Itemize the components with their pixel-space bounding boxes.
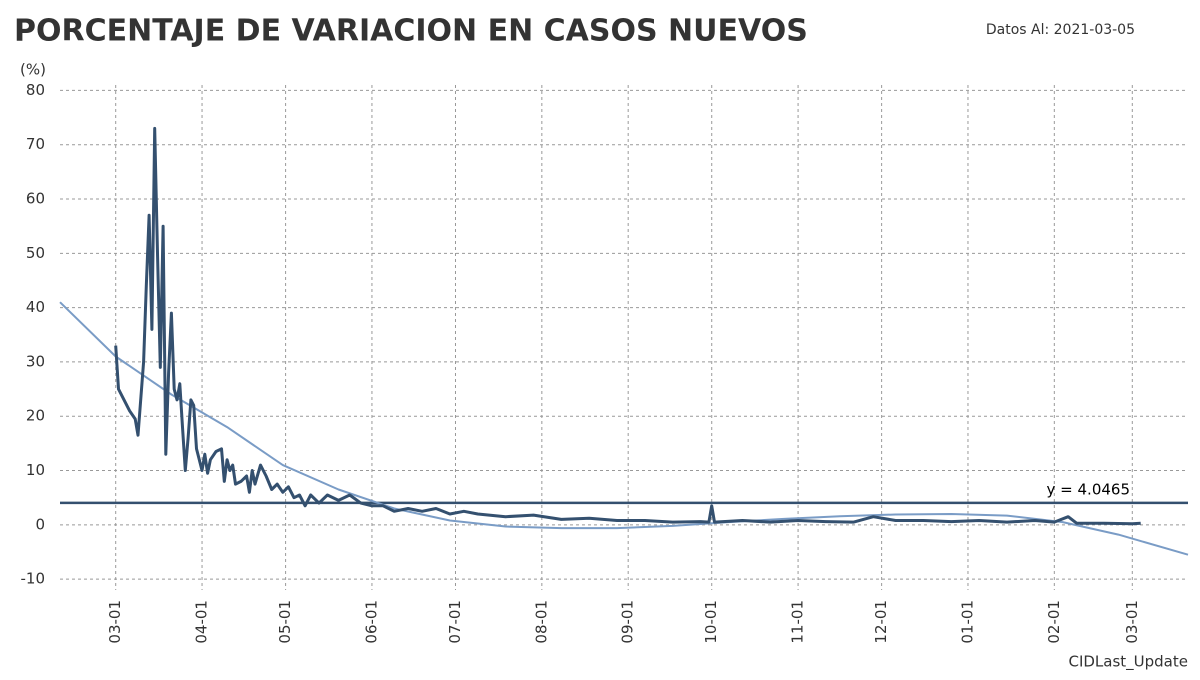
x-tick-label: 05-01 [276,600,294,644]
y-tick-label: -10 [21,570,46,588]
x-tick-label: 06-01 [362,600,380,644]
y-tick-label: 40 [26,298,45,316]
y-tick-label: 0 [35,515,45,533]
x-tick-label: 09-01 [619,600,637,644]
subtitle: Datos Al: 2021-03-05 [986,22,1135,38]
x-tick-label: 07-01 [446,600,464,644]
y-tick-label: 60 [26,190,45,208]
y-axis-label: (%) [20,61,46,79]
line [59,301,1189,556]
x-tick-label: 08-01 [532,600,550,644]
chart-title: PORCENTAJE DE VARIACION EN CASOS NUEVOS [14,14,808,49]
x-tick-label: 03-01 [106,600,124,644]
footer: CIDLast_Update [1068,653,1188,672]
y-tick-label: 20 [26,407,45,425]
y-tick-label: 80 [26,81,45,99]
x-tick-label: 03-01 [1123,600,1141,644]
y-tick-label: 70 [26,135,45,153]
y-tick-label: 10 [26,461,45,479]
x-tick-label: 10-01 [702,600,720,644]
x-tick-label: 12-01 [872,600,890,644]
y-tick-label: 30 [26,352,45,370]
reference-label: y = 4.0465 [1047,480,1130,498]
y-tick-label: 50 [26,244,45,262]
x-tick-label: 11-01 [789,600,807,644]
x-tick-label: 02-01 [1045,600,1063,644]
x-tick-label: 04-01 [193,600,211,644]
x-tick-label: 01-01 [958,600,976,644]
line [114,126,1141,526]
